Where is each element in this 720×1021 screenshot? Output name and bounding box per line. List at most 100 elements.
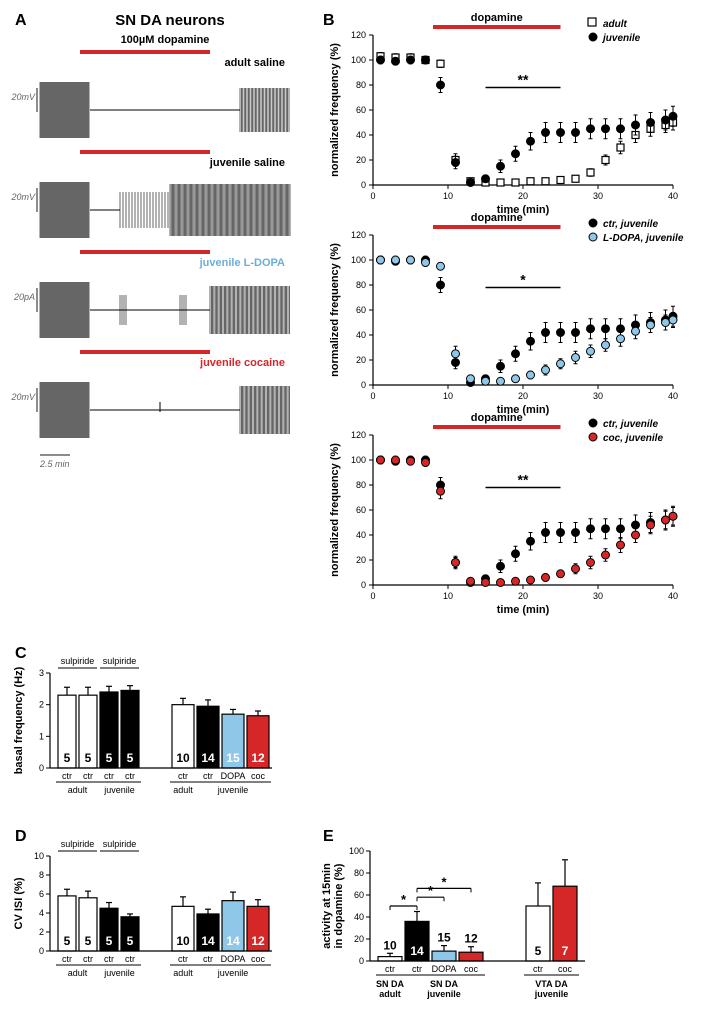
panel-c-svg: C 0123basal frequency (Hz)5ctr5ctr5ctr5c… — [10, 643, 330, 813]
svg-text:adult: adult — [173, 785, 193, 795]
svg-text:DOPA: DOPA — [221, 954, 246, 964]
svg-text:ctr: ctr — [62, 954, 72, 964]
svg-text:ctr: ctr — [203, 771, 213, 781]
svg-text:10: 10 — [176, 751, 190, 765]
svg-text:4: 4 — [39, 908, 44, 918]
svg-text:60: 60 — [354, 890, 364, 900]
svg-text:juvenile: juvenile — [103, 968, 135, 978]
svg-text:14: 14 — [201, 934, 215, 948]
svg-text:adult: adult — [68, 968, 88, 978]
svg-text:DOPA: DOPA — [432, 964, 457, 974]
svg-text:20mV: 20mV — [10, 192, 36, 202]
panel-b-svg: B 0 20 40 60 80 100 120 0 10 20 30 40 time (min) norm… — [318, 10, 718, 630]
svg-text:0: 0 — [370, 191, 375, 201]
panel-c-label: C — [15, 645, 27, 662]
svg-text:adult: adult — [68, 785, 88, 795]
svg-text:20: 20 — [518, 591, 528, 601]
svg-text:20: 20 — [356, 555, 366, 565]
svg-text:ctr: ctr — [125, 954, 135, 964]
svg-text:coc: coc — [251, 954, 266, 964]
svg-text:juvenile: juvenile — [217, 968, 249, 978]
svg-text:dopamine: dopamine — [471, 412, 523, 424]
panel-d-svg: D 0246810CV ISI (%)5ctr5ctr5ctr5ctrsulpi… — [10, 826, 330, 996]
svg-text:120: 120 — [351, 230, 366, 240]
svg-text:10: 10 — [443, 391, 453, 401]
svg-text:5: 5 — [64, 934, 71, 948]
svg-text:ctr: ctr — [125, 771, 135, 781]
svg-text:7: 7 — [562, 944, 569, 958]
svg-text:40: 40 — [354, 912, 364, 922]
svg-text:coc: coc — [464, 964, 479, 974]
svg-text:VTA DA: VTA DA — [535, 979, 568, 989]
svg-text:juvenile cocaine: juvenile cocaine — [199, 357, 285, 369]
svg-text:5: 5 — [106, 751, 113, 765]
svg-text:60: 60 — [356, 505, 366, 515]
svg-text:time (min): time (min) — [497, 604, 550, 616]
svg-text:60: 60 — [356, 305, 366, 315]
svg-text:sulpiride: sulpiride — [103, 839, 137, 849]
svg-text:80: 80 — [356, 480, 366, 490]
svg-text:juvenile: juvenile — [217, 785, 249, 795]
svg-text:12: 12 — [464, 932, 478, 946]
svg-text:ctr: ctr — [104, 771, 114, 781]
svg-text:0: 0 — [39, 763, 44, 773]
svg-text:30: 30 — [593, 391, 603, 401]
svg-text:14: 14 — [201, 751, 215, 765]
svg-text:2: 2 — [39, 927, 44, 937]
svg-text:ctr, juvenile: ctr, juvenile — [603, 419, 658, 430]
svg-text:60: 60 — [356, 105, 366, 115]
svg-text:*: * — [401, 892, 407, 907]
svg-text:juvenile: juvenile — [534, 989, 569, 999]
svg-text:sulpiride: sulpiride — [103, 656, 137, 666]
svg-text:40: 40 — [356, 130, 366, 140]
svg-text:**: ** — [518, 72, 529, 88]
panel-a-title: SN DA neurons — [115, 12, 224, 29]
svg-text:6: 6 — [39, 889, 44, 899]
svg-text:10: 10 — [176, 934, 190, 948]
svg-text:sulpiride: sulpiride — [61, 839, 95, 849]
svg-text:100: 100 — [351, 255, 366, 265]
svg-text:40: 40 — [668, 191, 678, 201]
svg-text:*: * — [520, 272, 526, 288]
svg-text:14: 14 — [410, 944, 424, 958]
svg-text:adult: adult — [603, 19, 628, 30]
svg-text:normalized frequency (%): normalized frequency (%) — [329, 443, 341, 577]
svg-text:120: 120 — [351, 30, 366, 40]
svg-text:100µM dopamine: 100µM dopamine — [121, 34, 210, 46]
svg-text:20mV: 20mV — [10, 392, 36, 402]
svg-text:100: 100 — [351, 55, 366, 65]
svg-text:5: 5 — [106, 934, 113, 948]
svg-text:80: 80 — [356, 80, 366, 90]
svg-text:ctr, juvenile: ctr, juvenile — [603, 219, 658, 230]
svg-text:ctr: ctr — [533, 964, 543, 974]
svg-text:10: 10 — [443, 591, 453, 601]
svg-text:20: 20 — [518, 191, 528, 201]
svg-text:juvenile: juvenile — [103, 785, 135, 795]
svg-text:ctr: ctr — [83, 954, 93, 964]
svg-text:20: 20 — [354, 934, 364, 944]
svg-text:ctr: ctr — [62, 771, 72, 781]
panel-a-svg: A SN DA neurons 100µM dopamineadult sali… — [10, 10, 310, 495]
svg-text:100: 100 — [351, 455, 366, 465]
svg-text:5: 5 — [64, 751, 71, 765]
svg-text:ctr: ctr — [178, 954, 188, 964]
svg-text:adult saline: adult saline — [224, 57, 285, 69]
svg-text:5: 5 — [85, 934, 92, 948]
svg-text:5: 5 — [127, 934, 134, 948]
svg-text:5: 5 — [85, 751, 92, 765]
panel-d-label: D — [15, 828, 27, 845]
panel-e-label: E — [323, 828, 334, 845]
svg-text:ctr: ctr — [83, 771, 93, 781]
svg-text:basal frequency (Hz): basal frequency (Hz) — [13, 666, 25, 774]
svg-text:normalized frequency (%): normalized frequency (%) — [329, 43, 341, 177]
svg-text:*: * — [428, 883, 434, 898]
svg-text:0: 0 — [361, 180, 366, 190]
svg-text:40: 40 — [668, 591, 678, 601]
svg-text:3: 3 — [39, 668, 44, 678]
svg-text:5: 5 — [127, 751, 134, 765]
svg-text:0: 0 — [359, 956, 364, 966]
panel-b-label: B — [323, 12, 335, 29]
svg-text:2.5 min: 2.5 min — [39, 459, 70, 469]
svg-text:*: * — [441, 874, 447, 889]
svg-text:8: 8 — [39, 870, 44, 880]
